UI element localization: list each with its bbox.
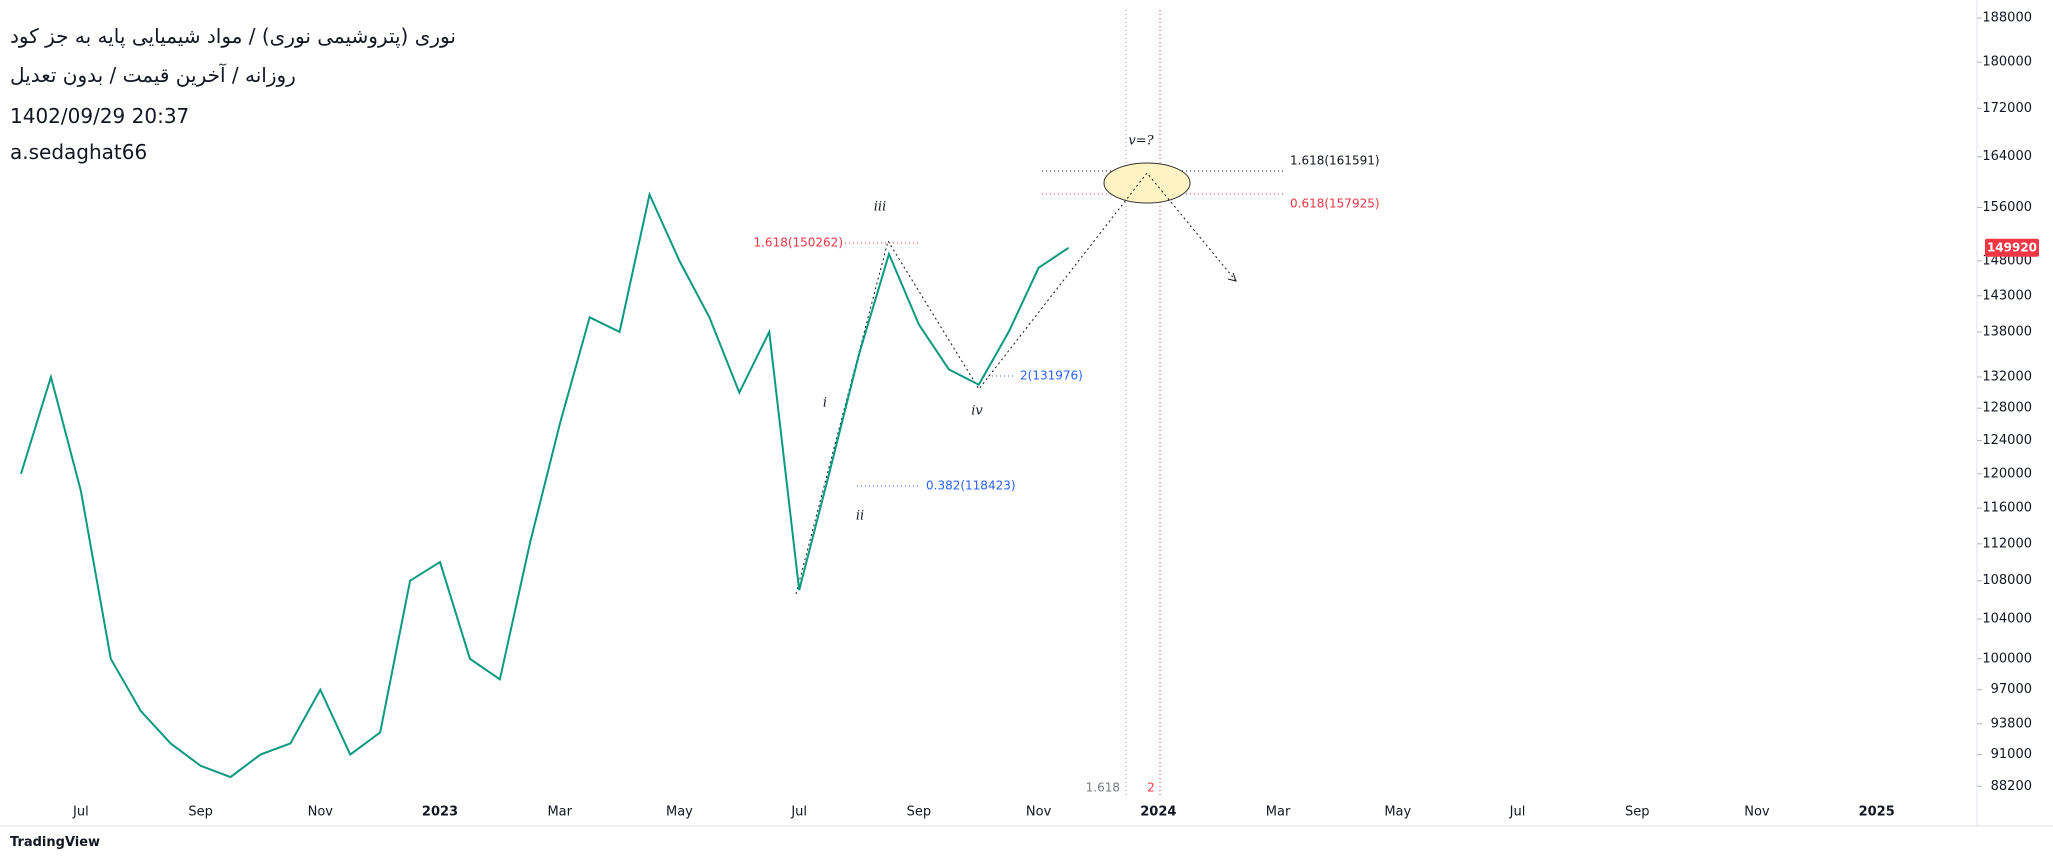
last-price-badge <box>1985 238 2039 257</box>
y-tick-label: 100000 <box>1982 651 2032 666</box>
y-tick-label: 91000 <box>1991 747 2032 762</box>
y-tick-label: 148000 <box>1982 253 2032 268</box>
author: a.sedaghat66 <box>10 140 148 164</box>
y-tick-label: 88200 <box>1991 779 2032 794</box>
price-line <box>20 191 1070 779</box>
y-tick-label: 188000 <box>1982 11 2032 26</box>
wave-label: ii <box>856 509 864 524</box>
x-tick-label: Jul <box>72 805 89 820</box>
fib-label: 1.618(161591) <box>1290 154 1380 168</box>
y-tick-label: 138000 <box>1982 324 2032 339</box>
y-tick-label: 132000 <box>1982 370 2032 385</box>
fib-time-label: 1.618 <box>1086 781 1120 795</box>
y-tick-label: 156000 <box>1982 200 2032 215</box>
y-tick-label: 112000 <box>1982 536 2032 551</box>
x-tick-label: Mar <box>547 805 572 820</box>
wave-label: iii <box>874 200 886 215</box>
arrow-head <box>1227 272 1237 282</box>
y-tick-label: 180000 <box>1982 55 2032 70</box>
x-tick-label: 2025 <box>1859 805 1895 820</box>
x-tick-label: Jul <box>790 805 807 820</box>
x-tick-label: Mar <box>1266 805 1291 820</box>
x-tick-label: May <box>666 805 693 820</box>
x-tick-label: Sep <box>188 805 213 820</box>
x-tick-label: Sep <box>907 805 932 820</box>
chart-datetime: 1402/09/29 20:37 <box>10 104 190 128</box>
fib-label: 2(131976) <box>1020 369 1083 383</box>
x-tick-label: Nov <box>308 805 334 820</box>
y-tick-label: 124000 <box>1982 433 2032 448</box>
target-zone <box>1103 162 1191 204</box>
fib-label: 1.618(150262) <box>753 236 843 250</box>
wave-label: iv <box>971 404 983 419</box>
x-tick-label: Nov <box>1026 805 1052 820</box>
y-tick-label: 116000 <box>1982 501 2032 516</box>
y-tick-label: 97000 <box>1991 682 2032 697</box>
fib-label: 0.618(157925) <box>1290 197 1380 211</box>
chart-subtitle: روزانه / آخرین قیمت / بدون تعدیل <box>10 63 296 87</box>
last-price-label: 149920 <box>1987 240 2037 254</box>
fib-label: 0.382(118423) <box>926 479 1016 493</box>
y-tick-label: 93800 <box>1991 716 2032 731</box>
y-tick-label: 120000 <box>1982 466 2032 481</box>
wave-path <box>795 172 1237 595</box>
wave-label: i <box>823 396 827 411</box>
y-tick-label: 143000 <box>1982 288 2032 303</box>
x-tick-label: Sep <box>1625 805 1650 820</box>
brand[interactable]: TradingView <box>10 835 101 850</box>
symbol-title: نوری (پتروشیمی نوری) / مواد شیمیایی پایه… <box>10 24 456 48</box>
y-tick-label: 164000 <box>1982 149 2032 164</box>
y-tick-label: 108000 <box>1982 573 2032 588</box>
fib-time-label: 2 <box>1147 781 1155 795</box>
y-tick-label: 104000 <box>1982 612 2032 627</box>
x-tick-label: 2023 <box>422 805 458 820</box>
wave-label: v=? <box>1128 134 1154 149</box>
x-tick-label: 2024 <box>1140 805 1176 820</box>
x-tick-label: May <box>1384 805 1411 820</box>
x-tick-label: Nov <box>1744 805 1770 820</box>
y-tick-label: 172000 <box>1982 101 2032 116</box>
y-tick-label: 128000 <box>1982 401 2032 416</box>
x-tick-label: Jul <box>1509 805 1526 820</box>
